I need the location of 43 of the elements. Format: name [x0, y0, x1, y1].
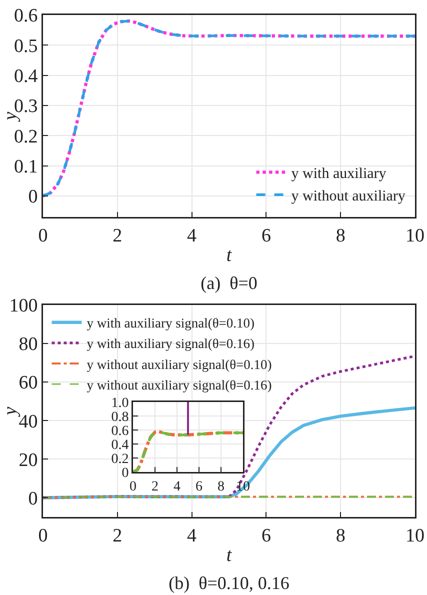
x-axis-title: t	[226, 244, 232, 266]
text: (b) θ=0.10, 0.16	[168, 573, 290, 593]
y-tick-label: 40	[18, 411, 38, 432]
legend-label: y without auxiliary	[291, 188, 406, 205]
x-tick-label: 4	[174, 479, 180, 494]
x-tick-label: 6	[196, 479, 202, 494]
x-tick-label: 8	[336, 225, 346, 246]
y-tick-label: 0.2	[14, 126, 38, 148]
x-axis-title: t	[226, 544, 232, 566]
text: (a) θ=0	[200, 273, 258, 294]
legend-label: y with auxiliary signal(θ=0.16)	[86, 336, 255, 352]
y-tick-label: 0.2	[111, 452, 129, 467]
y-tick-label: 0.4	[14, 66, 38, 87]
y-tick-label: 0.6	[111, 424, 129, 439]
legend-label: y without auxiliary signal(θ=0.10)	[86, 356, 272, 372]
x-tick-label: 8	[218, 479, 224, 494]
legend-label: y without auxiliary signal(θ=0.16)	[86, 377, 272, 392]
y-tick-label: 60	[18, 372, 38, 394]
x-tick-label: 4	[187, 525, 198, 546]
x-tick-label: 6	[261, 225, 271, 246]
x-tick-label: 4	[187, 225, 198, 246]
x-tick-label: 8	[336, 525, 346, 546]
y-tick-label: 0.5	[14, 36, 38, 57]
x-tick-label: 10	[406, 525, 424, 546]
legend-label: y with auxiliary signal(θ=0.10)	[86, 316, 255, 331]
y-tick-label: 1.0	[111, 396, 129, 411]
legend-label: y with auxiliary	[291, 166, 387, 182]
x-tick-label: 2	[112, 225, 122, 246]
y-tick-label: 20	[18, 450, 38, 471]
y-tick-label: 0	[122, 466, 129, 481]
y-tick-label: 0.8	[111, 410, 129, 425]
x-tick-label: 2	[112, 525, 122, 546]
y-tick-label: 80	[18, 334, 38, 356]
x-tick-label: 2	[152, 479, 158, 494]
y-axis-title: y	[0, 406, 21, 418]
x-tick-label: 6	[261, 525, 271, 546]
line-series	[43, 354, 415, 500]
y-tick-label: 0	[28, 186, 38, 208]
y-tick-label: 100	[9, 296, 38, 317]
x-tick-label: 10	[406, 225, 424, 246]
y-tick-label: 0.6	[14, 6, 38, 27]
y-tick-label: 0.1	[14, 156, 38, 178]
y-tick-label: 0.4	[111, 438, 129, 453]
